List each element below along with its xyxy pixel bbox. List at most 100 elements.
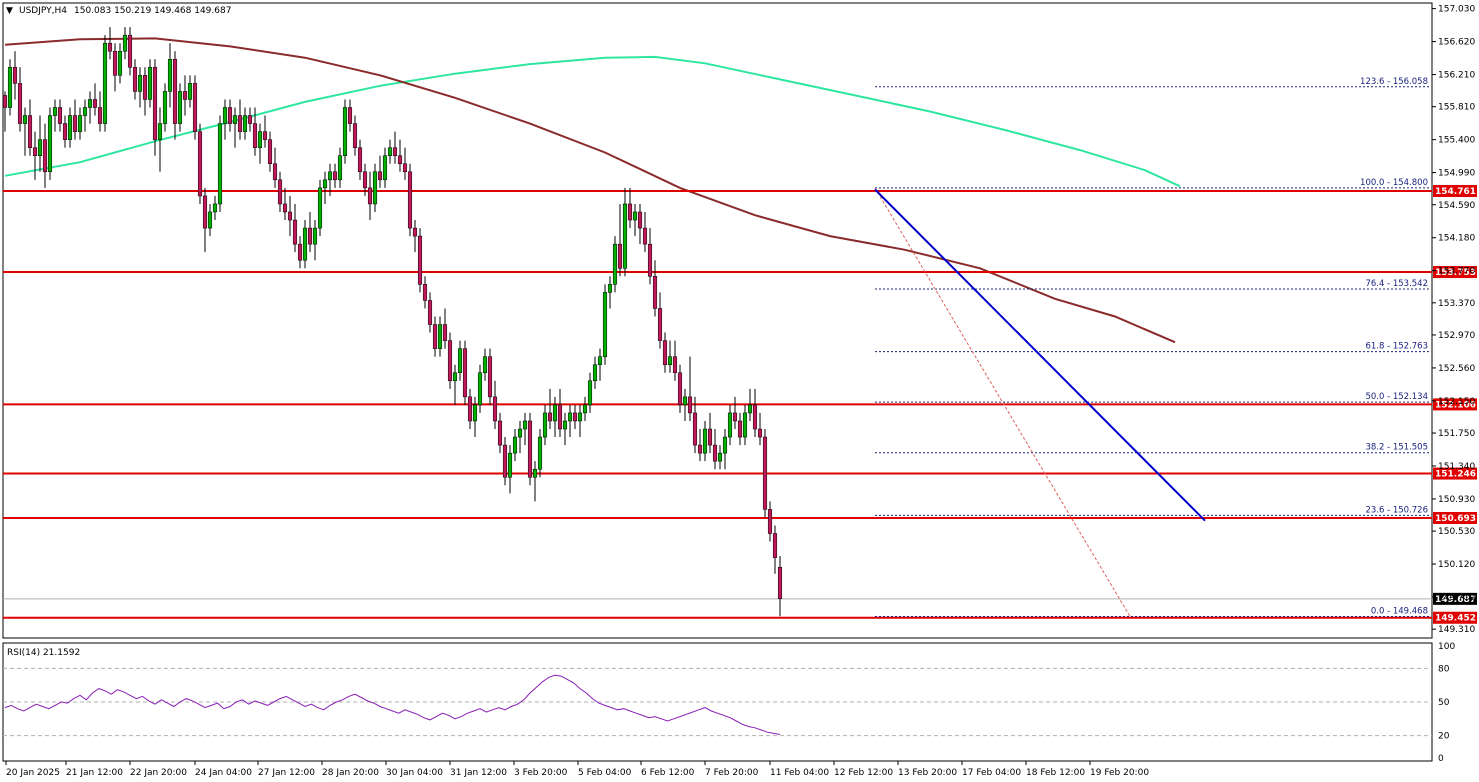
bull-candle-body: [317, 187, 323, 229]
bear-candle-body: [462, 348, 468, 398]
bull-candle-body: [327, 171, 333, 181]
candle: [242, 107, 248, 140]
bear-candle-body: [92, 99, 98, 108]
candle: [672, 340, 678, 381]
candle: [67, 107, 73, 148]
main-chart-frame: [2, 2, 1433, 639]
fib-level-label: 50.0 - 152.134: [1365, 392, 1428, 402]
candle: [412, 220, 418, 253]
candle: [347, 99, 353, 132]
bear-candle-body: [487, 356, 493, 398]
candle: [287, 195, 293, 237]
candle: [462, 340, 468, 405]
candle: [212, 195, 218, 221]
candle: [662, 332, 668, 373]
candle: [107, 27, 113, 60]
candle: [737, 412, 743, 446]
bull-candle-body: [232, 115, 238, 124]
candle: [42, 123, 48, 188]
bear-candle-body: [497, 420, 503, 446]
bear-candle-body: [247, 115, 253, 124]
rsi-label: RSI(14) 21.1592: [7, 648, 80, 658]
ohlc-values: 150.083 150.219 149.468 149.687: [74, 6, 231, 16]
support-resistance-levels: 154.761 153.753 152.106 151.246 150.693 149.4…: [3, 185, 1477, 624]
bull-candle-body: [147, 67, 153, 100]
bear-candle-body: [357, 147, 363, 173]
bull-candle-body: [337, 155, 343, 181]
level-price-box: [1433, 398, 1477, 411]
bear-candle-body: [262, 131, 268, 140]
bear-candle-body: [152, 67, 158, 140]
candle: [312, 220, 318, 261]
candle: [52, 99, 58, 132]
bear-candle-body: [182, 91, 188, 100]
bear-candle-body: [197, 131, 203, 197]
moving-averages: [4, 37, 1181, 344]
bull-candle-body: [212, 203, 218, 213]
candle: [762, 429, 768, 518]
bull-candle-body: [542, 412, 548, 438]
level-price-label: 149.452: [1435, 614, 1476, 624]
bull-candle-body: [632, 211, 638, 221]
candles: [2, 27, 783, 617]
bull-candle-body: [87, 99, 93, 108]
bull-candle-body: [52, 107, 58, 116]
candle: [197, 123, 203, 204]
bear-candle-body: [277, 179, 283, 205]
bull-candle-body: [517, 428, 523, 438]
bear-candle-body: [107, 42, 113, 52]
price-tick-label: 151.750: [1438, 429, 1475, 439]
time-tick-label: 6 Feb 12:00: [641, 768, 695, 778]
candle: [557, 388, 563, 438]
bull-candle-body: [722, 436, 728, 454]
level-price-box: [1433, 467, 1477, 480]
fib-level-label: 61.8 - 152.763: [1365, 342, 1428, 352]
level-price-label: 151.246: [1435, 470, 1476, 480]
bear-candle-body: [697, 444, 703, 454]
price-tick-label: 150.530: [1438, 527, 1475, 537]
bear-candle-body: [767, 509, 773, 534]
candle: [262, 115, 268, 148]
time-tick-label: 11 Feb 04:00: [770, 768, 829, 778]
time-tick-label: 27 Jan 12:00: [258, 768, 315, 778]
bear-candle-body: [762, 436, 768, 510]
candle: [32, 131, 38, 180]
candle: [132, 59, 138, 100]
bearish-trendline[interactable]: [874, 188, 1206, 522]
candle: [602, 284, 608, 365]
bull-candle-body: [667, 356, 673, 365]
bear-candle-body: [657, 308, 663, 341]
candle: [192, 75, 198, 140]
bear-candle-body: [572, 412, 578, 422]
candle: [487, 348, 493, 405]
bull-candle-body: [102, 42, 108, 124]
candle: [222, 99, 228, 140]
bear-candle-body: [712, 444, 718, 462]
fib-level-label: 0.0 - 149.468: [1371, 606, 1428, 616]
candle: [582, 396, 588, 421]
candle: [307, 211, 313, 253]
bear-candle-body: [707, 428, 713, 446]
bear-candle-body: [752, 404, 758, 430]
bull-candle-body: [37, 139, 43, 156]
candle: [477, 364, 483, 413]
fib-level-label: 100.0 - 154.800: [1360, 178, 1428, 188]
fib-level-label: 123.6 - 156.058: [1360, 77, 1428, 87]
symbol-label: USDJPY,H4: [19, 6, 67, 16]
candle: [302, 220, 308, 269]
time-tick-label: 20 Jan 2025: [6, 768, 60, 778]
candle: [92, 83, 98, 116]
candle: [272, 147, 278, 188]
candle: [747, 388, 753, 421]
bear-candle-body: [677, 372, 683, 406]
bull-candle-body: [187, 83, 193, 100]
time-tick-label: 13 Feb 20:00: [898, 768, 957, 778]
candle: [652, 260, 658, 317]
time-tick-label: 17 Feb 04:00: [962, 768, 1021, 778]
candle: [142, 67, 148, 116]
bear-candle-body: [282, 203, 288, 213]
price-tick-label: 150.930: [1438, 495, 1475, 505]
rsi-line: [4, 674, 781, 735]
candle: [282, 187, 288, 221]
